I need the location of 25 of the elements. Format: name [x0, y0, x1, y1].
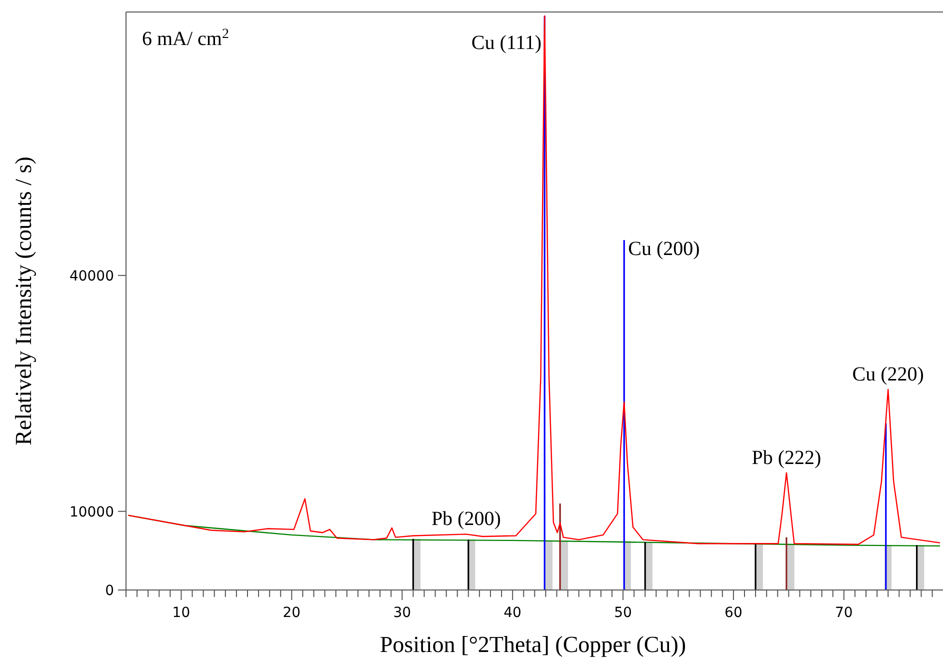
x-tick-label: 70: [834, 605, 853, 621]
x-tick-label: 30: [393, 605, 412, 621]
x-tick-label: 10: [172, 605, 190, 621]
annotation: Cu (220): [852, 363, 924, 386]
y-tick-label: 40000: [69, 268, 114, 284]
y-tick-label: 10000: [69, 504, 114, 520]
annotation: Pb (222): [752, 446, 822, 469]
annotation: 6 mA/ cm$^{2}$: [142, 26, 229, 50]
annotation: Cu (200): [628, 238, 700, 260]
y-axis-title: Relatively Intensity (counts / s): [11, 156, 36, 446]
x-tick-label: 20: [282, 605, 301, 621]
x-tick-label: 40: [504, 605, 522, 621]
annotation: Cu (111): [471, 32, 542, 54]
bar: [546, 540, 553, 590]
bar: [414, 538, 421, 590]
bar: [787, 544, 794, 590]
y-tick-label: 0: [105, 582, 114, 599]
x-tick-label: 60: [724, 605, 742, 621]
bar: [645, 542, 652, 590]
bar: [756, 544, 763, 590]
bar: [560, 540, 568, 590]
annotation: Pb (200): [431, 508, 501, 530]
x-axis-title: Position [°2Theta] (Copper (Cu)): [380, 632, 686, 657]
x-tick-label: 50: [614, 605, 632, 621]
line-series: [128, 15, 941, 545]
